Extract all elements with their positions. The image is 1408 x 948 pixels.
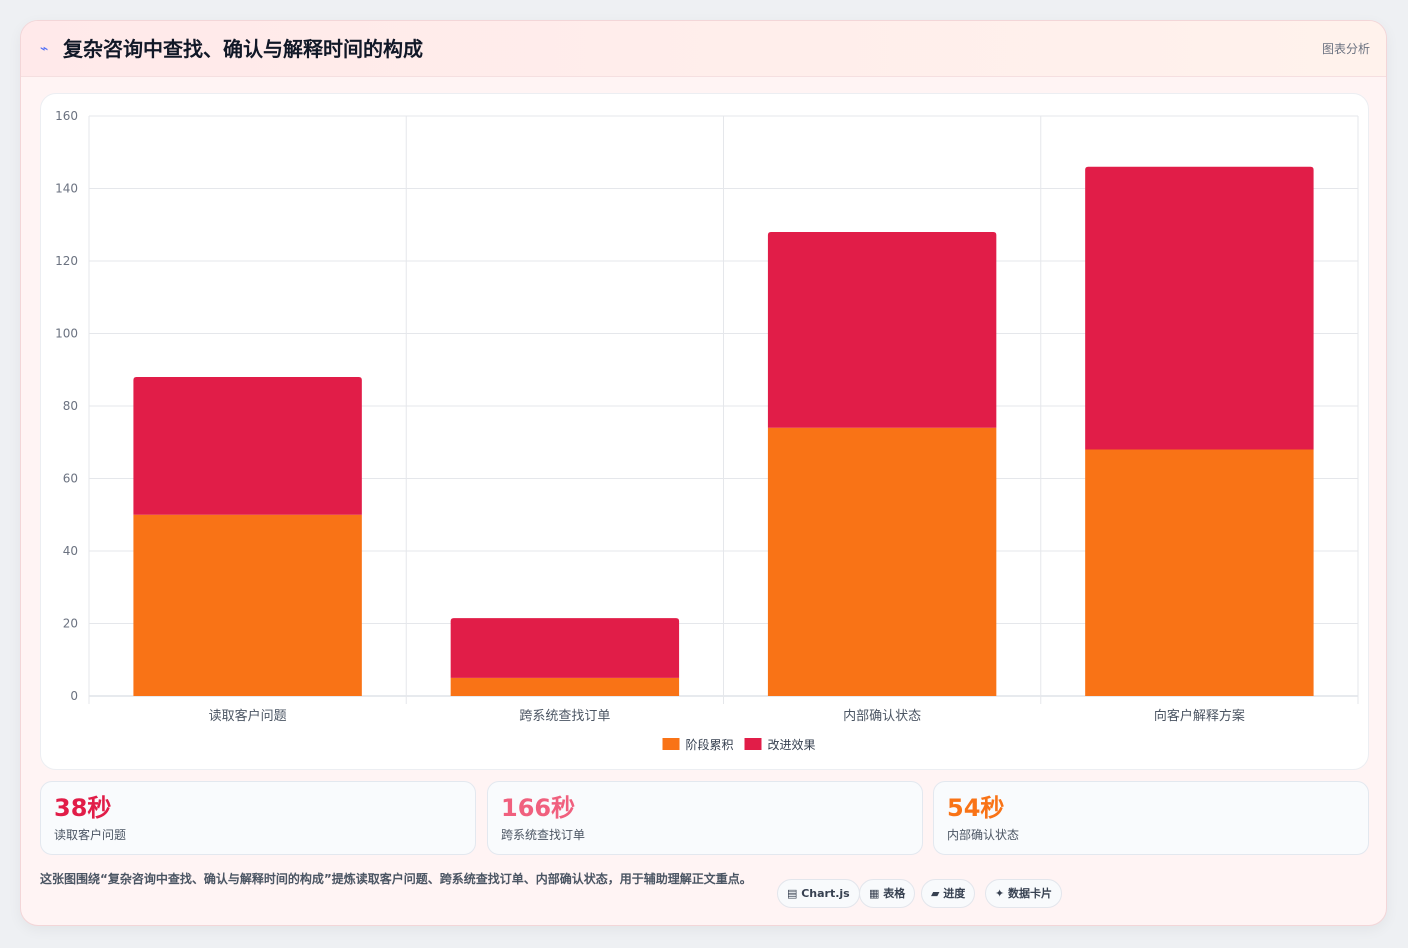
chip-progress[interactable]: ▰ 进度 (921, 879, 976, 908)
stat-card: 54秒 内部确认状态 (933, 781, 1369, 855)
y-tick-label: 100 (55, 327, 78, 341)
chart-container: 0 20 40 60 80 100 120 140 160 读取客户问题 跨系统查找订单 内部确认状态… (40, 93, 1369, 770)
bar-segment (767, 427, 997, 696)
y-tick-label: 80 (63, 399, 78, 413)
stat-label: 读取客户问题 (54, 828, 127, 842)
stat-card: 38秒 读取客户问题 (40, 781, 476, 855)
bar-segment (450, 618, 680, 678)
stat-value: 166秒 (501, 794, 576, 822)
stacked-bar-chart: 0 20 40 60 80 100 120 140 160 读取客户问题 跨系统查找订单 内部确认状态… (55, 109, 1359, 752)
legend-swatch (662, 738, 680, 750)
stat-card: 166秒 跨系统查找订单 (487, 781, 923, 855)
stat-label: 内部确认状态 (947, 828, 1020, 842)
y-tick-label: 40 (63, 544, 78, 558)
bar-segment (133, 514, 362, 696)
x-tick-label: 内部确认状态 (843, 708, 921, 724)
y-tick-label: 0 (70, 689, 78, 703)
x-tick-label: 向客户解释方案 (1154, 708, 1245, 724)
x-tick-label: 跨系统查找订单 (519, 709, 610, 724)
bar-segment (450, 677, 680, 696)
chip-data-card[interactable]: ✦ 数据卡片 (985, 879, 1063, 908)
x-tick-label: 读取客户问题 (209, 708, 287, 724)
legend-swatch (744, 738, 762, 750)
card-title: 复杂咨询中查找、确认与解释时间的构成 (63, 37, 423, 61)
bar-segment (1085, 166, 1314, 450)
stat-value: 54秒 (947, 794, 1005, 822)
stat-cards: 38秒 读取客户问题 166秒 跨系统查找订单 54秒 内部确认状态 (40, 781, 1369, 855)
chart-card: ⌁ 复杂咨询中查找、确认与解释时间的构成 图表分析 0 20 40 60 80 100 12… (20, 20, 1387, 926)
chip-table[interactable]: ▦ 表格 (859, 879, 916, 908)
legend-label: 改进效果 (768, 737, 816, 752)
chip-chartjs[interactable]: ▤ Chart.js (777, 879, 860, 908)
card-header: ⌁ 复杂咨询中查找、确认与解释时间的构成 图表分析 (21, 21, 1386, 77)
stat-label: 跨系统查找订单 (501, 828, 586, 842)
chart-analysis-tag[interactable]: 图表分析 (1321, 42, 1370, 56)
y-tick-label: 120 (55, 254, 78, 268)
y-tick-label: 140 (55, 182, 78, 196)
stat-value: 38秒 (54, 794, 112, 822)
y-tick-label: 60 (63, 472, 78, 486)
legend-label: 阶段累积 (686, 737, 734, 752)
chart-line-icon: ⌁ (40, 41, 49, 57)
chart-description: 这张图围绕“复杂咨询中查找、确认与解释时间的构成”提炼读取客户问题、跨系统查找订… (40, 872, 752, 886)
bar-segment (1085, 449, 1314, 696)
bar-segment (133, 377, 362, 515)
y-tick-label: 20 (63, 617, 78, 631)
bar-segment (767, 232, 997, 428)
y-tick-label: 160 (55, 109, 78, 123)
